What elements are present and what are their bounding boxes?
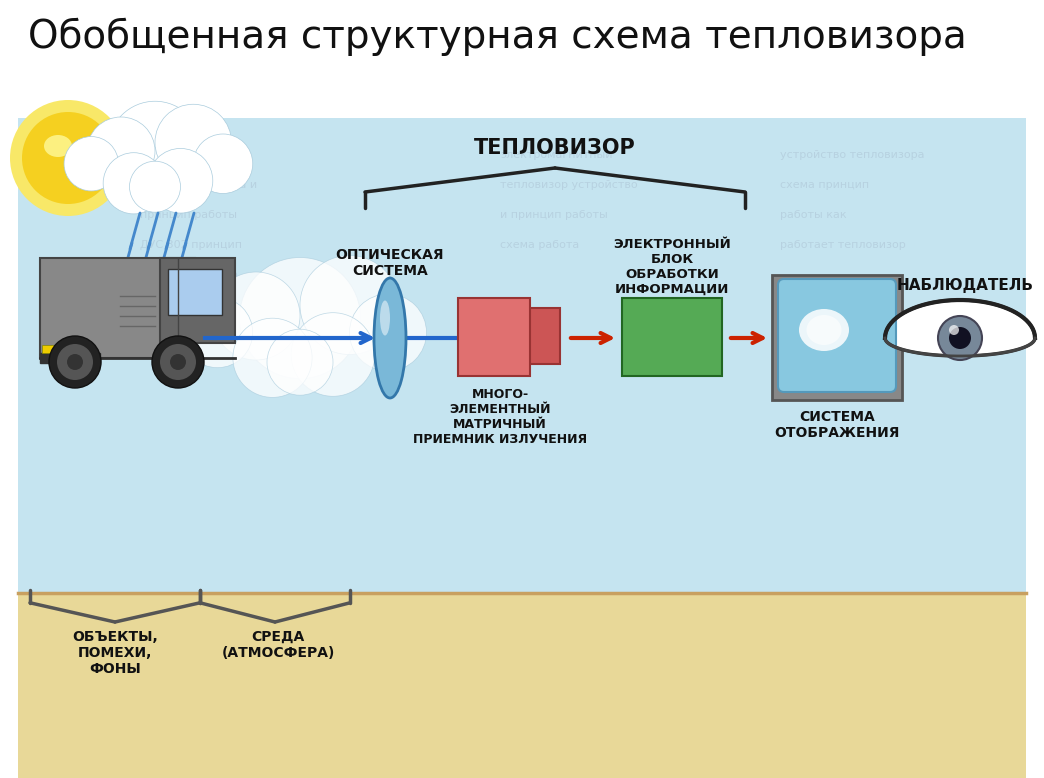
Circle shape bbox=[300, 255, 399, 355]
Circle shape bbox=[267, 329, 333, 395]
FancyBboxPatch shape bbox=[778, 279, 896, 392]
Text: ЭЛЕКТРОННЫЙ
БЛОК
ОБРАБОТКИ
ИНФОРМАЦИИ: ЭЛЕКТРОННЫЙ БЛОК ОБРАБОТКИ ИНФОРМАЦИИ bbox=[613, 238, 731, 296]
Circle shape bbox=[183, 297, 253, 368]
Circle shape bbox=[949, 325, 959, 335]
Circle shape bbox=[87, 117, 155, 185]
Text: ТЕПЛОВИЗОР: ТЕПЛОВИЗОР bbox=[474, 138, 636, 158]
Text: схема работа: схема работа bbox=[500, 240, 579, 250]
Ellipse shape bbox=[44, 135, 72, 157]
Circle shape bbox=[148, 149, 213, 213]
Circle shape bbox=[170, 354, 186, 370]
FancyBboxPatch shape bbox=[622, 298, 722, 376]
Text: тепловизор схема и: тепловизор схема и bbox=[140, 180, 257, 190]
Text: МНОГО-
ЭЛЕМЕНТНЫЙ
МАТРИЧНЫЙ
ПРИЕМНИК ИЗЛУЧЕНИЯ: МНОГО- ЭЛЕМЕНТНЫЙ МАТРИЧНЫЙ ПРИЕМНИК ИЗЛ… bbox=[413, 388, 587, 446]
Text: работает тепловизор: работает тепловизор bbox=[780, 240, 906, 250]
Ellipse shape bbox=[374, 278, 406, 398]
Circle shape bbox=[291, 313, 375, 396]
Text: и принцип работы: и принцип работы bbox=[500, 210, 608, 220]
Circle shape bbox=[22, 112, 114, 204]
FancyBboxPatch shape bbox=[40, 258, 195, 358]
Circle shape bbox=[67, 354, 84, 370]
FancyBboxPatch shape bbox=[772, 275, 902, 400]
Circle shape bbox=[938, 316, 982, 360]
Text: принцип работы: принцип работы bbox=[140, 210, 237, 220]
Circle shape bbox=[239, 258, 360, 379]
Ellipse shape bbox=[380, 300, 390, 335]
Circle shape bbox=[103, 152, 164, 214]
Text: НАБЛЮДАТЕЛЬ: НАБЛЮДАТЕЛЬ bbox=[897, 278, 1034, 293]
Text: ОПТИЧЕСКАЯ
СИСТЕМА: ОПТИЧЕСКАЯ СИСТЕМА bbox=[336, 248, 445, 279]
Text: тепловизор устр: тепловизор устр bbox=[140, 270, 238, 280]
Bar bbox=[18, 118, 1026, 673]
FancyBboxPatch shape bbox=[458, 298, 530, 376]
Text: ОБЪЕКТЫ,
ПОМЕХИ,
ФОНЫ: ОБЪЕКТЫ, ПОМЕХИ, ФОНЫ bbox=[72, 630, 158, 676]
Text: устройство тепловизора: устройство тепловизора bbox=[780, 150, 925, 160]
Circle shape bbox=[10, 100, 126, 216]
Circle shape bbox=[350, 294, 427, 371]
Bar bbox=[18, 593, 1026, 778]
FancyBboxPatch shape bbox=[168, 269, 222, 315]
FancyBboxPatch shape bbox=[160, 258, 235, 343]
Text: тепловизор устройство: тепловизор устройство bbox=[500, 180, 638, 190]
Circle shape bbox=[233, 318, 312, 398]
Text: СРЕДА
(АТМОСФЕРА): СРЕДА (АТМОСФЕРА) bbox=[221, 630, 335, 661]
Circle shape bbox=[129, 161, 181, 212]
Circle shape bbox=[212, 272, 300, 360]
FancyBboxPatch shape bbox=[40, 353, 100, 363]
Text: Обобщенная структурная схема тепловизора: Обобщенная структурная схема тепловизора bbox=[28, 18, 967, 56]
Text: СИСТЕМА
ОТОБРАЖЕНИЯ: СИСТЕМА ОТОБРАЖЕНИЯ bbox=[775, 410, 900, 440]
Text: схема принцип: схема принцип bbox=[780, 180, 869, 190]
Text: электромагнитный: электромагнитный bbox=[500, 150, 613, 160]
Polygon shape bbox=[885, 300, 1035, 356]
Circle shape bbox=[57, 344, 93, 380]
FancyBboxPatch shape bbox=[506, 308, 560, 364]
Ellipse shape bbox=[799, 309, 849, 351]
Circle shape bbox=[193, 134, 253, 194]
Circle shape bbox=[949, 327, 971, 349]
Circle shape bbox=[49, 336, 101, 388]
Circle shape bbox=[152, 336, 204, 388]
Ellipse shape bbox=[807, 315, 841, 345]
FancyBboxPatch shape bbox=[42, 345, 54, 353]
Circle shape bbox=[64, 137, 118, 191]
Text: работы как: работы как bbox=[780, 210, 847, 220]
Circle shape bbox=[160, 344, 196, 380]
Text: ДУС 302 принцип: ДУС 302 принцип bbox=[140, 240, 242, 250]
Circle shape bbox=[155, 104, 232, 180]
Circle shape bbox=[109, 101, 201, 194]
